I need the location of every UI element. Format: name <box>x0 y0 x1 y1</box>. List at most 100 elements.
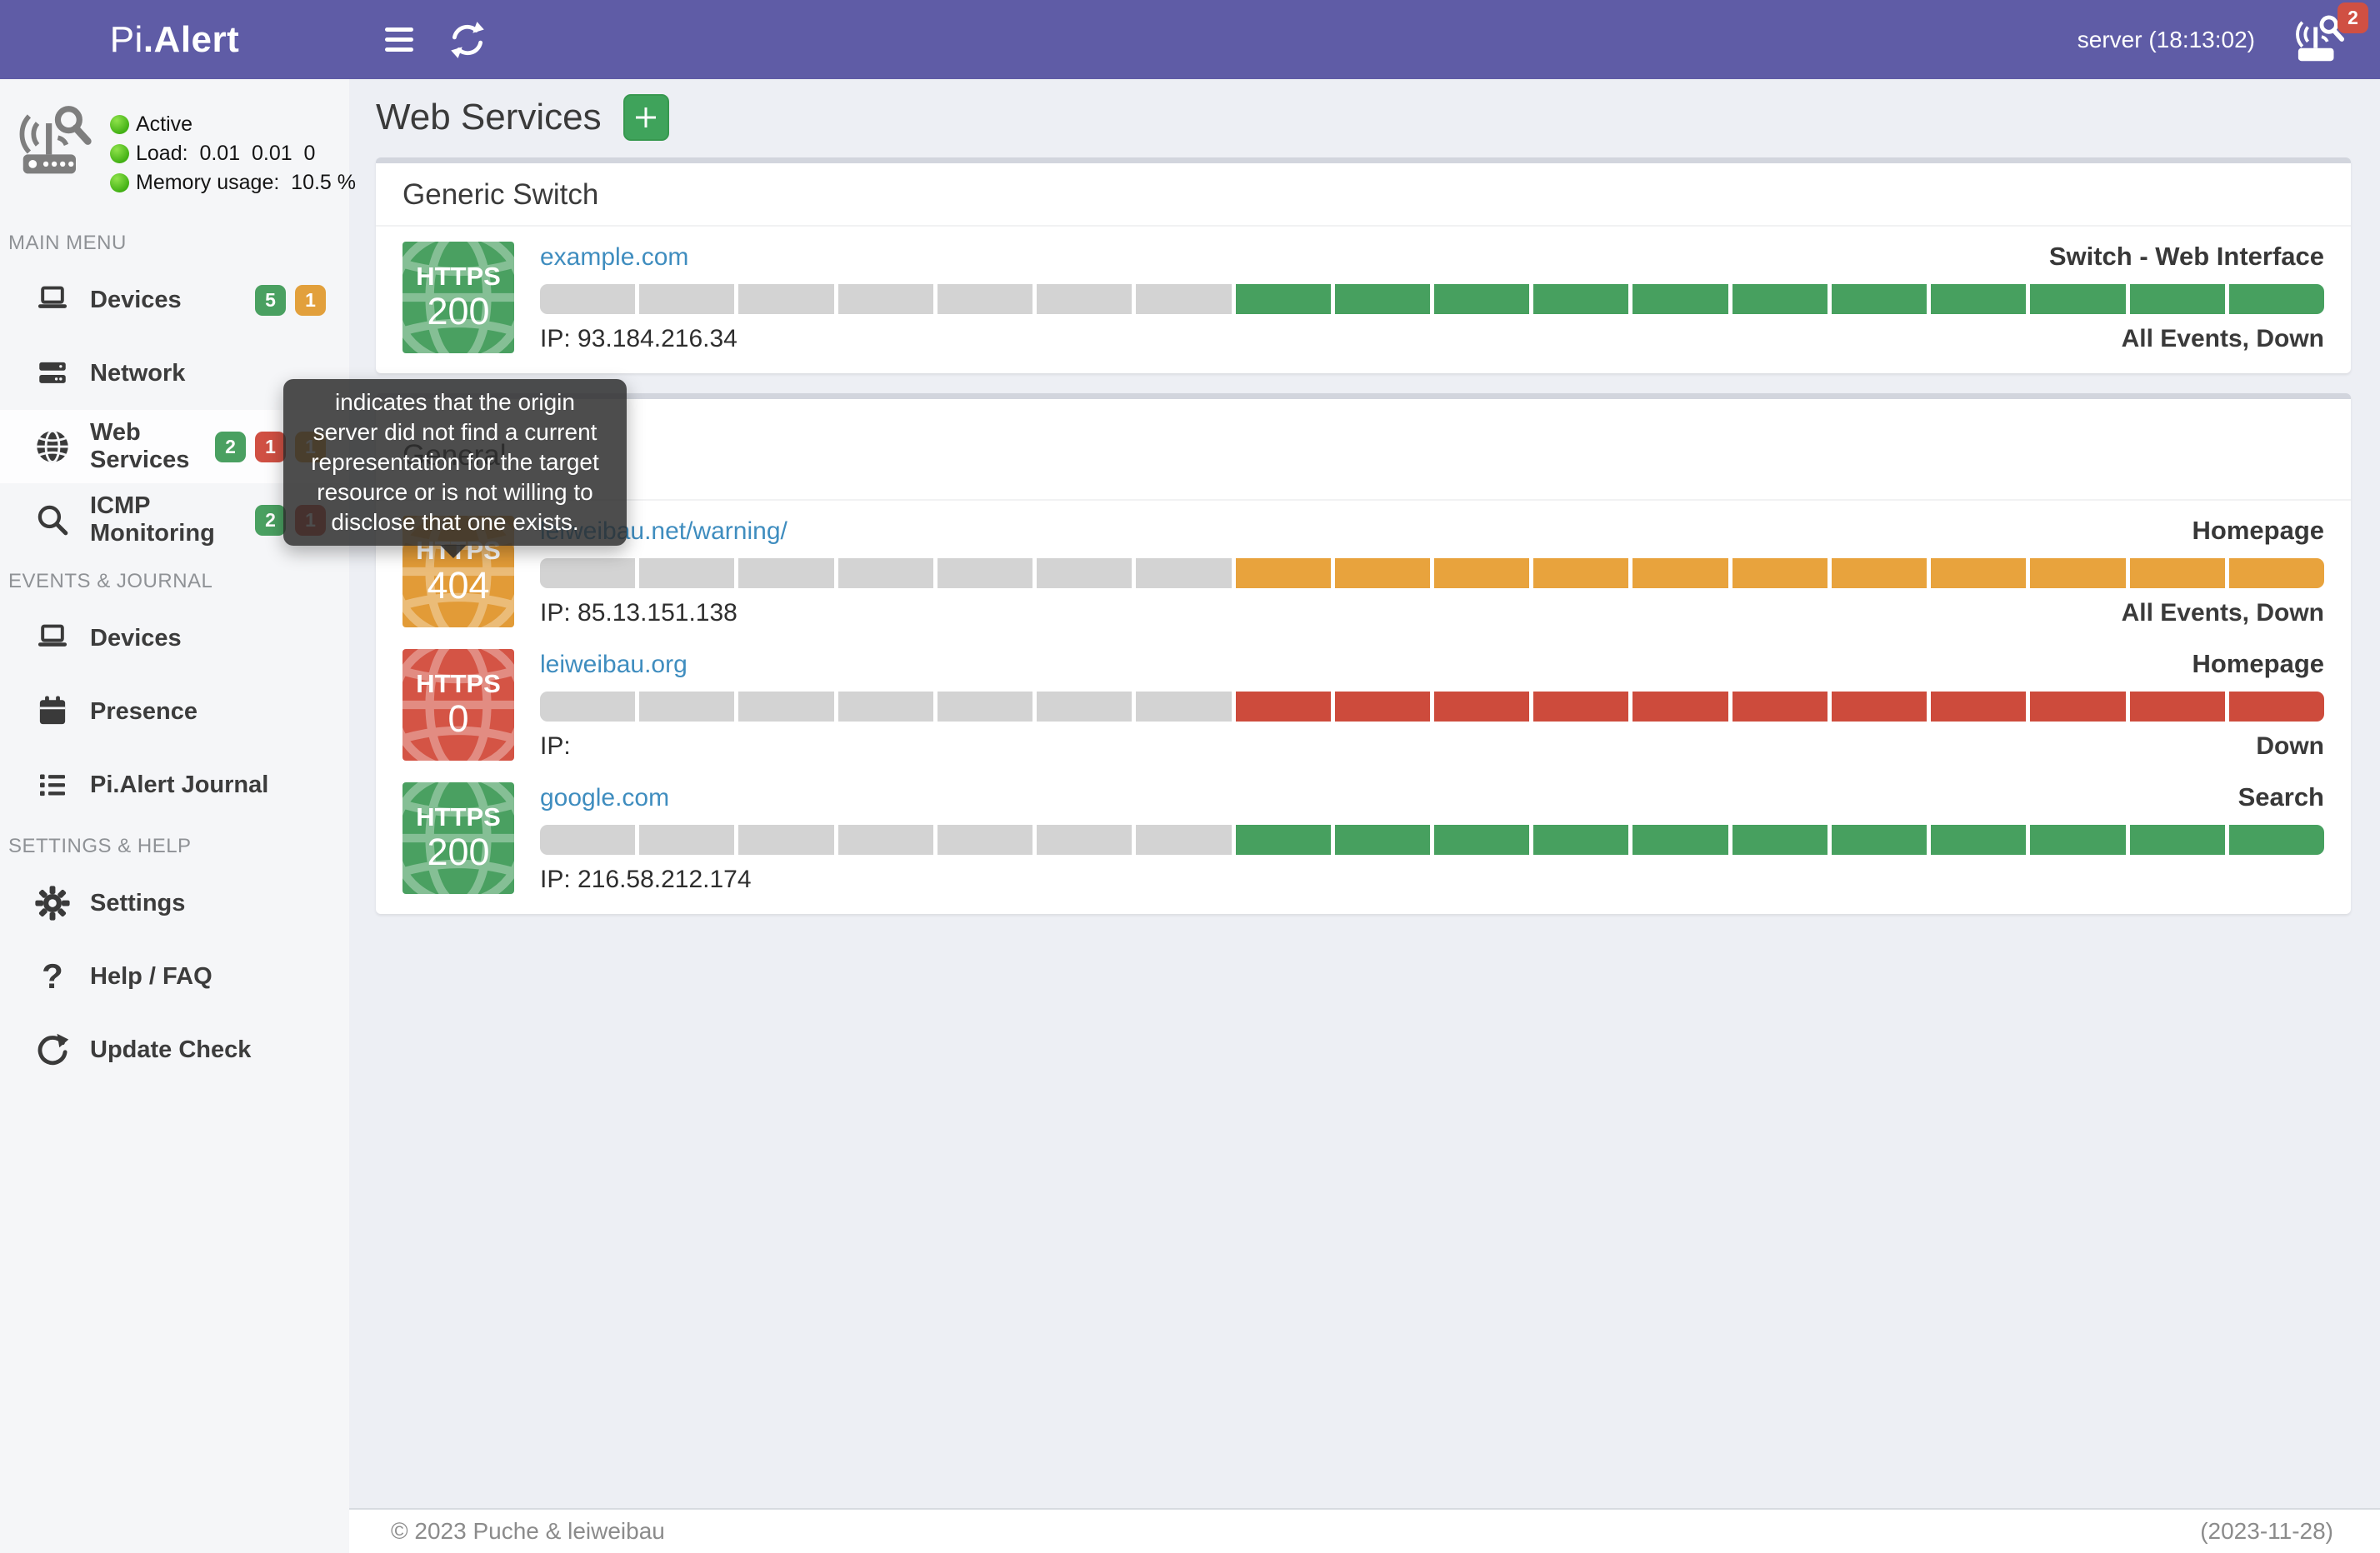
sidebar-item-network[interactable]: Network <box>0 337 349 410</box>
sidebar-item-label: Update Check <box>90 1036 252 1063</box>
server-icon <box>32 352 73 394</box>
sidebar-section-heading: EVENTS & JOURNAL <box>8 570 213 592</box>
add-service-button[interactable] <box>622 94 669 141</box>
sidebar-item-help-faq[interactable]: ? Help / FAQ <box>0 940 349 1013</box>
uptime-segment <box>1334 692 1430 722</box>
globe-watermark-icon <box>402 649 514 761</box>
service-ip: IP: <box>540 732 571 760</box>
uptime-segment <box>2030 558 2126 588</box>
service-ip: IP: 216.58.212.174 <box>540 866 752 893</box>
plus-icon <box>636 107 657 127</box>
uptime-segment <box>639 825 735 855</box>
protocol-label: HTTPS <box>416 802 501 831</box>
globe-watermark-icon <box>402 242 514 353</box>
service-name: Search <box>2238 782 2324 811</box>
service-row-leiweibau-net-warning: HTTPS404leiweibau.net/warning/HomepageIP… <box>402 504 2324 637</box>
footer-date: (2023-11-28) <box>2200 1518 2333 1544</box>
uptime-segment <box>1235 825 1331 855</box>
uptime-segment <box>1334 825 1430 855</box>
notifications-button[interactable]: 2 <box>2295 2 2368 67</box>
uptime-segment <box>738 692 834 722</box>
globe-watermark-icon <box>402 782 514 894</box>
uptime-segment <box>738 825 834 855</box>
sidebar-item-pi-alert-journal[interactable]: Pi.Alert Journal <box>0 748 349 821</box>
service-row-leiweibau-org: HTTPS 0 leiweibau.org Homepage IP: Down <box>402 637 2324 771</box>
uptime-segment <box>1235 284 1331 314</box>
uptime-segment <box>1831 558 1928 588</box>
http-status-tile: HTTPS 200 <box>402 782 514 894</box>
uptime-segment <box>1433 558 1530 588</box>
uptime-segment <box>1334 284 1430 314</box>
gear-icon <box>32 882 73 924</box>
uptime-segment <box>1235 558 1331 588</box>
uptime-segment <box>2228 558 2324 588</box>
service-name: Switch - Web Interface <box>2048 242 2324 271</box>
uptime-segment <box>639 558 735 588</box>
uptime-segment <box>2228 825 2324 855</box>
uptime-segment <box>639 692 735 722</box>
uptime-segment <box>937 692 1033 722</box>
service-url-link[interactable]: leiweibau.org <box>540 651 688 678</box>
status-code-label: 0 <box>448 697 469 740</box>
app-logo[interactable]: Pi.Alert <box>0 19 349 61</box>
sidebar-item-settings[interactable]: Settings <box>0 866 349 940</box>
uptime-segment <box>1334 558 1430 588</box>
uptime-segment <box>1433 692 1530 722</box>
uptime-bar <box>540 558 2324 588</box>
uptime-segment <box>1632 284 1728 314</box>
uptime-segment <box>937 825 1033 855</box>
brand-bold: .Alert <box>142 18 240 60</box>
card-title: General <box>376 399 2351 501</box>
service-events-status: All Events, Down <box>2121 325 2324 352</box>
uptime-segment <box>1632 692 1728 722</box>
sidebar-item-devices[interactable]: Devices <box>0 602 349 675</box>
status-line: Memory usage: 10.5 % <box>110 171 356 195</box>
service-events-status: Down <box>2256 732 2324 760</box>
status-line: Active <box>110 112 356 137</box>
refresh-icon[interactable] <box>441 13 494 67</box>
protocol-label: HTTPS <box>416 262 501 291</box>
service-url-link[interactable]: google.com <box>540 784 670 811</box>
sidebar-item-label: Devices <box>90 286 182 313</box>
card-title: Generic Switch <box>376 163 2351 227</box>
uptime-segment <box>1931 284 2027 314</box>
uptime-segment <box>2228 692 2324 722</box>
uptime-segment <box>2129 692 2225 722</box>
sidebar-item-presence[interactable]: Presence <box>0 675 349 748</box>
sidebar-item-label: Pi.Alert Journal <box>90 771 269 798</box>
footer: © 2023 Puche & leiweibau (2023-11-28) <box>349 1508 2380 1553</box>
router-scan-icon <box>18 104 95 181</box>
server-time-label: server (18:13:02) <box>2077 26 2255 52</box>
sidebar-item-devices[interactable]: Devices 5 1 <box>0 263 349 337</box>
uptime-segment <box>738 284 834 314</box>
service-url-link[interactable]: example.com <box>540 243 689 271</box>
uptime-segment <box>838 825 933 855</box>
globe-icon <box>32 426 73 467</box>
uptime-segment <box>2030 284 2126 314</box>
uptime-segment <box>1533 692 1629 722</box>
uptime-segment <box>1235 692 1331 722</box>
sidebar-item-label: Help / FAQ <box>90 962 212 990</box>
refresh-icon <box>32 1029 73 1071</box>
uptime-segment <box>1433 825 1530 855</box>
uptime-segment <box>1136 284 1232 314</box>
uptime-segment <box>838 692 933 722</box>
uptime-segment <box>540 558 636 588</box>
uptime-segment <box>1732 284 1828 314</box>
laptop-icon <box>32 279 73 321</box>
content-area: Web Services Generic Switch HTTPS 200 exam… <box>349 79 2380 1508</box>
service-row-google-com: HTTPS 200 google.com Search IP: 216.58.212.1… <box>402 771 2324 904</box>
sidebar-item-label: Devices <box>90 624 182 652</box>
sidebar-item-label: ICMP Monitoring <box>90 492 215 547</box>
uptime-segment <box>1136 558 1232 588</box>
uptime-segment <box>1931 692 2027 722</box>
hamburger-icon[interactable] <box>372 13 426 67</box>
sidebar-item-update-check[interactable]: Update Check <box>0 1013 349 1086</box>
status-code-tooltip: indicates that the origin server did not… <box>283 379 627 558</box>
uptime-segment <box>838 558 933 588</box>
uptime-bar <box>540 692 2324 722</box>
http-status-tile: HTTPS 200 <box>402 242 514 353</box>
uptime-segment <box>2030 692 2126 722</box>
service-card-general: General HTTPS404leiweibau.net/warning/Ho… <box>376 393 2351 914</box>
uptime-segment <box>1732 558 1828 588</box>
